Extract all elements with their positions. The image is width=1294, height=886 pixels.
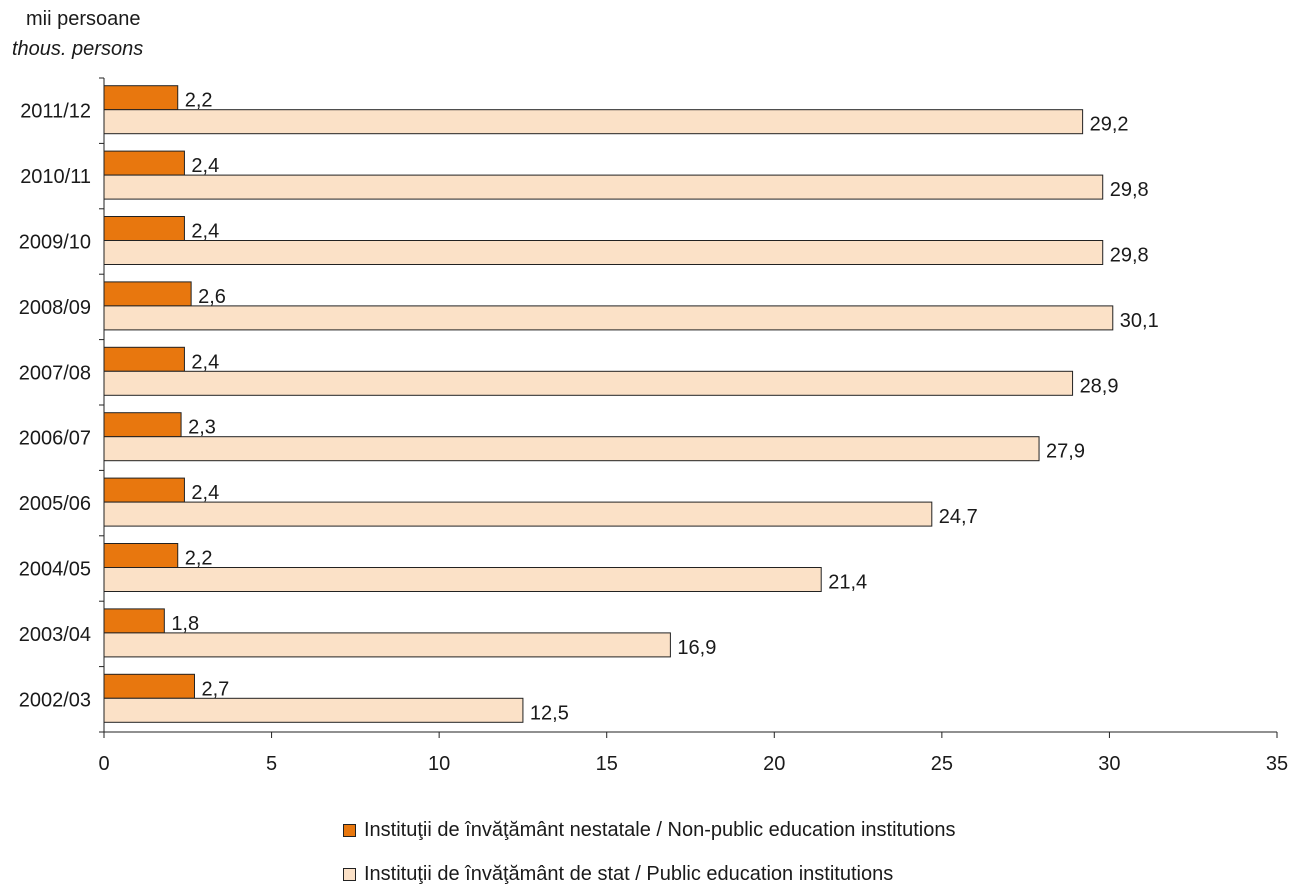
data-label-non-public: 2,7 (201, 678, 229, 700)
bar-public (103, 632, 671, 658)
bar-non-public (103, 346, 185, 372)
bar-public (103, 501, 933, 527)
data-label-public: 12,5 (530, 702, 569, 724)
bar-non-public (103, 543, 179, 568)
data-label-public: 28,9 (1080, 375, 1119, 397)
x-tick-label: 5 (266, 753, 277, 775)
bar-non-public (103, 477, 185, 503)
data-label-non-public: 2,2 (185, 90, 213, 112)
bar-public (103, 567, 822, 592)
category-label: 2005/06 (19, 493, 91, 515)
data-label-public: 29,8 (1110, 179, 1149, 201)
data-label-public: 30,1 (1120, 310, 1159, 332)
category-label: 2011/12 (20, 101, 91, 123)
data-label-public: 29,8 (1110, 245, 1149, 267)
legend-label-public: Instituţii de învăţământ de stat / Publi… (364, 863, 894, 885)
legend-swatch-public (343, 868, 356, 881)
bar-non-public (103, 281, 192, 307)
data-label-non-public: 2,6 (198, 286, 226, 308)
unit-label-en: thous. persons (12, 38, 144, 60)
x-tick-label: 35 (1266, 753, 1288, 775)
data-label-non-public: 1,8 (171, 613, 199, 635)
bar-public (103, 109, 1084, 135)
data-label-non-public: 2,4 (191, 482, 219, 504)
data-label-public: 27,9 (1046, 441, 1085, 463)
bar-non-public (103, 216, 185, 241)
legend-label-non-public: Instituţii de învăţământ nestatale / Non… (364, 819, 956, 841)
bar-public (103, 436, 1040, 462)
category-label: 2006/07 (19, 428, 91, 450)
unit-label-ro: mii persoane (26, 8, 141, 30)
bar-public (103, 240, 1104, 265)
category-label: 2004/05 (19, 559, 91, 581)
x-tick-label: 25 (931, 753, 953, 775)
bar-non-public (103, 673, 195, 699)
bar-public (103, 697, 524, 723)
category-label: 2007/08 (19, 362, 91, 384)
data-label-non-public: 2,2 (185, 548, 213, 570)
bar-non-public (103, 150, 185, 176)
data-label-non-public: 2,3 (188, 417, 216, 439)
data-label-public: 16,9 (677, 637, 716, 659)
bar-non-public (103, 412, 182, 438)
bar-public (103, 174, 1104, 200)
category-label: 2008/09 (19, 297, 91, 319)
x-tick-label: 30 (1098, 753, 1120, 775)
data-label-non-public: 2,4 (191, 221, 219, 243)
x-tick-label: 0 (98, 753, 109, 775)
category-label: 2010/11 (20, 166, 91, 188)
bar-public (103, 305, 1114, 331)
legend-swatch-non-public (343, 824, 356, 837)
category-label: 2009/10 (19, 232, 91, 254)
bar-public (103, 370, 1074, 396)
legend-item-non-public: Instituţii de învăţământ nestatale / Non… (343, 819, 955, 842)
bar-non-public (103, 608, 165, 634)
data-label-public: 29,2 (1090, 114, 1129, 136)
legend-item-public: Instituţii de învăţământ de stat / Publi… (343, 863, 893, 886)
category-label: 2003/04 (19, 624, 91, 646)
category-label: 2002/03 (19, 689, 91, 711)
data-label-public: 21,4 (828, 572, 867, 594)
x-tick-label: 15 (596, 753, 618, 775)
x-tick-label: 10 (428, 753, 450, 775)
data-label-public: 24,7 (939, 506, 978, 528)
x-tick-label: 20 (763, 753, 785, 775)
data-label-non-public: 2,4 (191, 351, 219, 373)
bar-non-public (103, 85, 179, 111)
data-label-non-public: 2,4 (191, 155, 219, 177)
